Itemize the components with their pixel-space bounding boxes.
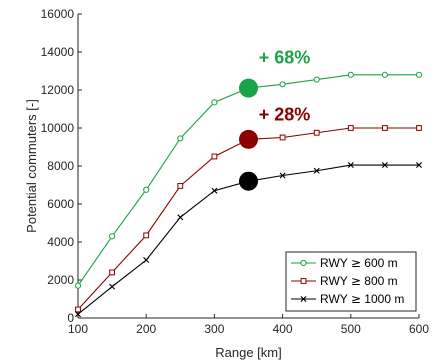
legend-label: RWY ≥ 800 m [320,274,398,288]
legend-label: RWY ≥ 1000 m [320,292,404,306]
legend-marker [300,259,307,267]
data-point [109,233,116,240]
x-tick-label: 500 [341,322,361,336]
annotation-layer: + 68% + 28% [259,47,311,124]
legend-label: RWY ≥ 600 m [320,256,398,270]
data-point [416,162,422,169]
legend-label-suffix: 1000 m [361,292,404,306]
percent-annotation: + 28% [259,104,311,124]
y-tick-label: 4000 [47,235,74,249]
data-point [143,232,150,239]
y-tick-label: 14000 [41,45,75,59]
data-point [313,167,320,174]
legend-entry-3: RWY ≥ 1000 m [291,292,404,306]
legend-label-suffix: 600 m [361,256,398,270]
legend-entry-2: RWY ≥ 800 m [291,274,398,288]
y-tick-label: 2000 [47,273,74,287]
data-point [109,283,116,290]
highlight-dot [239,171,258,191]
y-axis-label: Potential commuters [-] [24,99,39,233]
highlight-dot [239,129,258,149]
y-tick-label: 8000 [47,159,74,173]
data-point [75,306,81,313]
data-point [74,282,82,289]
data-point [279,81,286,88]
chart-axes: 0 2000 4000 6000 8000 10000 12000 14000 16000 100… [24,7,429,360]
data-point [109,269,115,276]
data-point [381,162,388,169]
legend-marker [300,296,307,302]
x-tick-label: 300 [204,322,224,336]
y-tick-label: 12000 [41,83,75,97]
percent-annotation: + 68% [259,47,311,67]
legend-label-prefix: RWY [320,256,351,270]
data-point [381,71,388,78]
data-point [416,125,422,131]
y-tick-label: 0 [67,311,74,325]
data-point [143,186,150,193]
data-point [347,71,354,78]
data-point [143,257,150,264]
data-point [279,134,286,141]
legend-label-operator: ≥ [351,256,361,270]
data-point [177,183,184,189]
x-axis-label: Range [km] [215,345,281,360]
data-point [382,125,388,131]
data-point [211,99,218,106]
x-tick-label: 200 [136,322,156,336]
y-tick-label: 16000 [41,7,75,21]
x-tick-label: 100 [68,322,88,336]
legend-label-prefix: RWY [320,274,351,288]
highlight-dot [239,78,258,98]
data-point [177,135,184,142]
x-tick-label: 600 [409,322,429,336]
data-point [279,172,286,179]
y-tick-label: 6000 [47,197,74,211]
data-point [415,71,423,78]
legend-label-operator: ≥ [351,292,361,306]
legend-marker [300,278,307,284]
legend-entry-1: RWY ≥ 600 m [291,256,398,270]
data-point [347,162,354,169]
legend-label-operator: ≥ [351,274,361,288]
highlight-layer [239,78,258,191]
legend-label-suffix: 800 m [361,274,398,288]
data-point [211,153,218,160]
data-point [75,311,81,318]
legend-label-prefix: RWY [320,292,351,306]
data-point [347,125,354,131]
y-tick-label: 10000 [41,121,75,135]
x-tick-label: 400 [273,322,293,336]
data-point [313,76,320,83]
data-point [211,187,218,194]
data-point [313,129,320,136]
data-point [177,214,184,221]
